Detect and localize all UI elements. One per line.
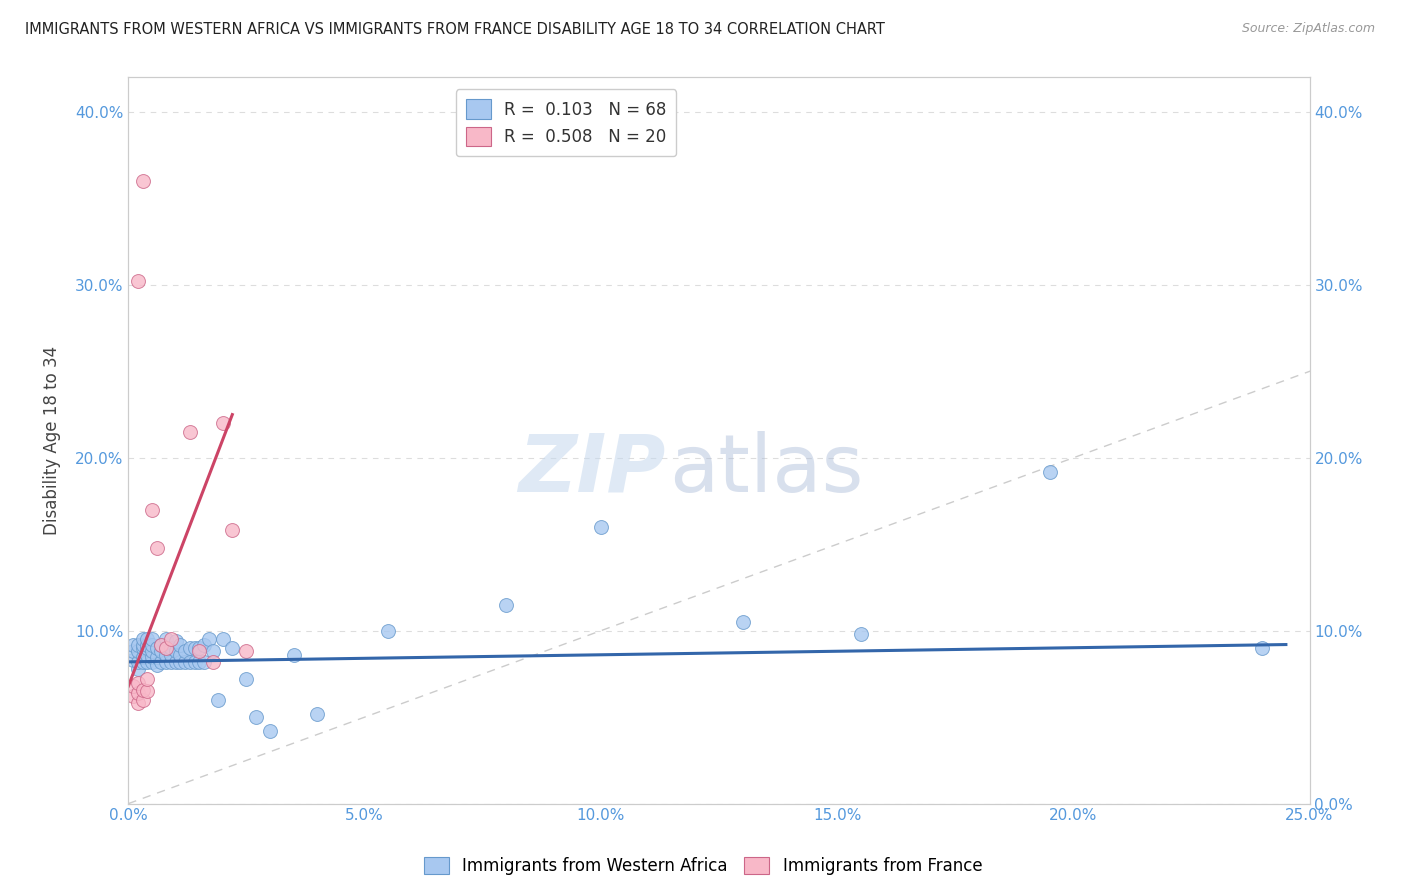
Point [136, 632, 159, 647]
Point [150, 655, 173, 669]
Point [495, 598, 517, 612]
Point [188, 640, 211, 655]
Legend: Immigrants from Western Africa, Immigrants from France: Immigrants from Western Africa, Immigran… [418, 850, 988, 882]
Point [150, 638, 173, 652]
Point [122, 638, 145, 652]
Point [193, 655, 215, 669]
Point [136, 672, 159, 686]
Point [127, 644, 149, 658]
Point [160, 640, 183, 655]
Point [155, 655, 177, 669]
Point [127, 675, 149, 690]
Point [141, 655, 163, 669]
Point [307, 706, 329, 721]
Point [131, 649, 153, 664]
Point [179, 640, 201, 655]
Point [141, 632, 163, 647]
Point [1251, 640, 1274, 655]
Point [145, 640, 167, 655]
Point [179, 425, 201, 439]
Point [212, 632, 235, 647]
Point [235, 644, 257, 658]
Point [165, 655, 187, 669]
Point [1039, 465, 1062, 479]
Point [174, 655, 197, 669]
Point [235, 672, 257, 686]
Point [127, 275, 149, 289]
Point [188, 644, 211, 658]
Point [141, 644, 163, 658]
Point [179, 655, 201, 669]
Point [207, 693, 229, 707]
Point [259, 724, 281, 739]
Point [193, 638, 215, 652]
Point [122, 679, 145, 693]
Point [145, 541, 167, 555]
Point [221, 640, 243, 655]
Point [150, 638, 173, 652]
Point [155, 648, 177, 662]
Point [188, 655, 211, 669]
Point [731, 615, 754, 629]
Point [377, 624, 399, 638]
Point [155, 632, 177, 647]
Point [183, 640, 205, 655]
Point [127, 662, 149, 676]
Point [169, 655, 191, 669]
Point [155, 640, 177, 655]
Point [165, 634, 187, 648]
Text: atlas: atlas [669, 431, 863, 508]
Point [155, 640, 177, 655]
Text: Source: ZipAtlas.com: Source: ZipAtlas.com [1241, 22, 1375, 36]
Point [127, 686, 149, 700]
Point [131, 174, 153, 188]
Point [131, 693, 153, 707]
Point [127, 638, 149, 652]
Point [145, 658, 167, 673]
Point [136, 655, 159, 669]
Point [136, 648, 159, 662]
Point [145, 649, 167, 664]
Point [131, 638, 153, 652]
Legend: R =  0.103   N = 68, R =  0.508   N = 20: R = 0.103 N = 68, R = 0.508 N = 20 [456, 89, 676, 156]
Point [136, 638, 159, 652]
Point [150, 644, 173, 658]
Point [136, 684, 159, 698]
Point [589, 520, 612, 534]
Point [136, 640, 159, 655]
Point [131, 655, 153, 669]
Point [202, 655, 225, 669]
Text: ZIP: ZIP [519, 431, 666, 508]
Point [174, 644, 197, 658]
Point [131, 640, 153, 655]
Point [202, 644, 225, 658]
Point [169, 638, 191, 652]
Point [141, 649, 163, 664]
Point [160, 632, 183, 647]
Point [122, 653, 145, 667]
Point [131, 632, 153, 647]
Point [197, 632, 219, 647]
Point [165, 644, 187, 658]
Point [283, 648, 305, 662]
Text: IMMIGRANTS FROM WESTERN AFRICA VS IMMIGRANTS FROM FRANCE DISABILITY AGE 18 TO 34: IMMIGRANTS FROM WESTERN AFRICA VS IMMIGR… [25, 22, 886, 37]
Point [141, 502, 163, 516]
Point [127, 655, 149, 669]
Point [221, 524, 243, 538]
Point [127, 696, 149, 710]
Point [122, 690, 145, 704]
Point [160, 648, 183, 662]
Y-axis label: Disability Age 18 to 34: Disability Age 18 to 34 [44, 346, 60, 535]
Point [212, 416, 235, 430]
Point [141, 638, 163, 652]
Point [131, 682, 153, 697]
Point [849, 627, 872, 641]
Point [160, 655, 183, 669]
Point [245, 710, 267, 724]
Point [122, 644, 145, 658]
Point [183, 655, 205, 669]
Point [169, 648, 191, 662]
